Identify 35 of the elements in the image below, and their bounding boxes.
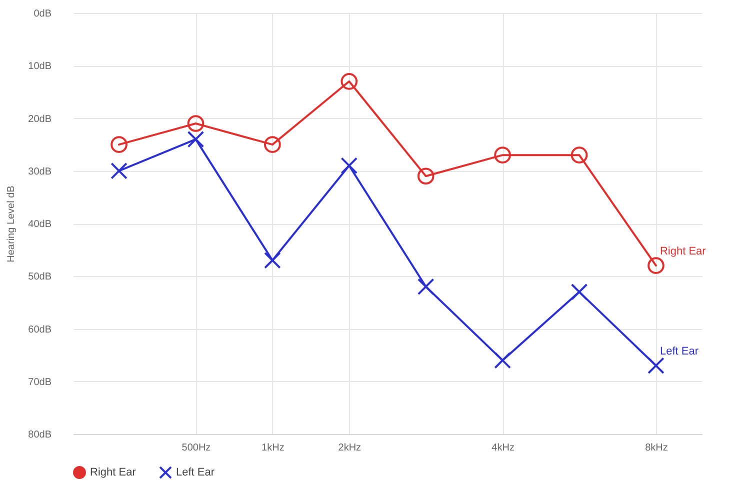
- text: Left Ear: [660, 346, 699, 358]
- y-tick-label: 80dB: [28, 430, 52, 440]
- y-tick-label: 70dB: [28, 376, 52, 388]
- x-tick-label: 4kHz: [492, 442, 514, 454]
- text: Right Ear: [660, 246, 706, 258]
- x-tick-label: 500Hz: [182, 442, 211, 454]
- point: [187, 130, 204, 148]
- y-tick-label: 40dB: [28, 219, 52, 230]
- point: [417, 278, 434, 296]
- point: [417, 168, 434, 185]
- point: [494, 146, 511, 164]
- point: [570, 146, 588, 164]
- legend-label: Right Ear: [90, 466, 136, 479]
- point: [648, 357, 664, 374]
- point: [264, 252, 281, 269]
- x-tick-label: 8kHz: [645, 442, 668, 454]
- y-tick-label: 10dB: [28, 61, 52, 72]
- point: [340, 157, 358, 174]
- point: [110, 136, 128, 153]
- point: [187, 115, 204, 132]
- point: [570, 283, 588, 300]
- x-tick-label: 1kHz: [262, 442, 284, 454]
- y-tick-label: 30dB: [28, 166, 52, 178]
- x-tick-label: 2kHz: [338, 442, 362, 454]
- y-tick-label: 50dB: [28, 272, 52, 283]
- point: [494, 352, 511, 369]
- point: [264, 136, 281, 153]
- point: [648, 257, 664, 274]
- y-tick-label: 20dB: [28, 114, 52, 125]
- point: [110, 162, 128, 180]
- point: [340, 73, 358, 90]
- y-tick-label: 60dB: [28, 324, 52, 336]
- legend-label: Left Ear: [176, 466, 215, 479]
- y-axis-title: Hearing Level dB: [6, 185, 18, 262]
- y-tick-label: 0dB: [34, 8, 52, 20]
